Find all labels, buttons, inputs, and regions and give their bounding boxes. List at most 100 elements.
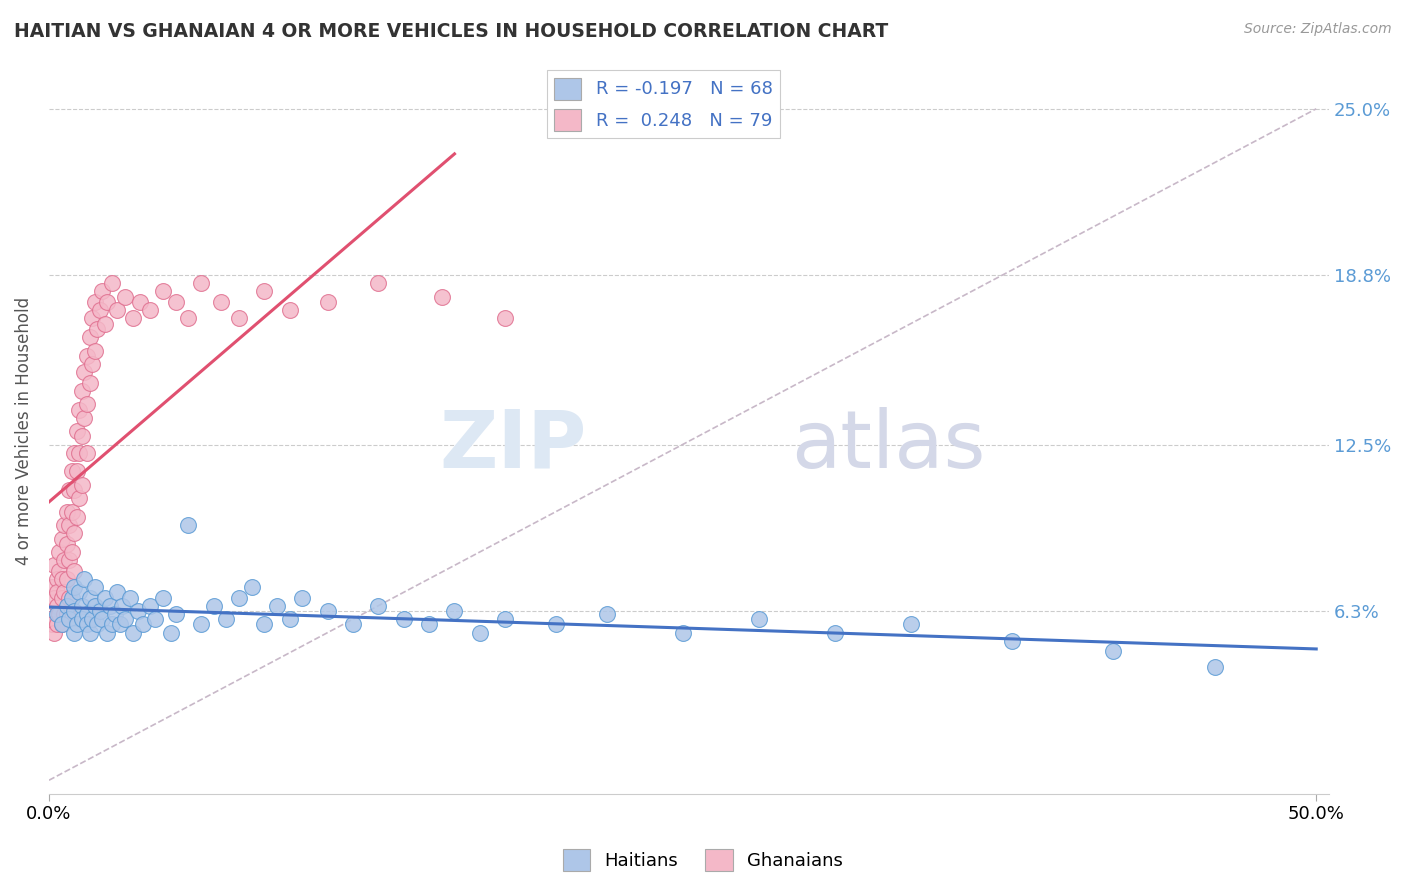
- Point: [70, 612, 93, 626]
- Point: [114, 612, 136, 626]
- Point: [96, 295, 118, 310]
- Point: [1102, 644, 1125, 658]
- Point: [228, 591, 250, 605]
- Point: [58, 553, 80, 567]
- Point: [60, 591, 83, 605]
- Point: [278, 303, 301, 318]
- Point: [443, 604, 465, 618]
- Point: [60, 464, 83, 478]
- Y-axis label: 4 or more Vehicles in Household: 4 or more Vehicles in Household: [15, 297, 32, 566]
- Point: [240, 580, 263, 594]
- Point: [215, 612, 238, 626]
- Point: [48, 564, 70, 578]
- Point: [291, 591, 314, 605]
- Point: [63, 625, 86, 640]
- Point: [671, 625, 693, 640]
- Point: [83, 295, 105, 310]
- Text: ZIP: ZIP: [439, 407, 586, 484]
- Point: [41, 580, 63, 594]
- Text: atlas: atlas: [792, 407, 986, 484]
- Point: [70, 429, 93, 443]
- Point: [253, 617, 276, 632]
- Point: [595, 607, 617, 621]
- Point: [63, 564, 86, 578]
- Point: [55, 572, 77, 586]
- Point: [83, 599, 105, 613]
- Point: [86, 322, 108, 336]
- Point: [1204, 660, 1226, 674]
- Point: [55, 537, 77, 551]
- Point: [80, 612, 103, 626]
- Point: [66, 617, 89, 632]
- Point: [41, 617, 63, 632]
- Point: [79, 591, 101, 605]
- Point: [51, 617, 73, 632]
- Point: [83, 580, 105, 594]
- Point: [76, 445, 98, 459]
- Point: [38, 612, 60, 626]
- Legend: R = -0.197   N = 68, R =  0.248   N = 79: R = -0.197 N = 68, R = 0.248 N = 79: [547, 70, 780, 138]
- Point: [392, 612, 415, 626]
- Point: [111, 599, 134, 613]
- Point: [108, 617, 131, 632]
- Point: [266, 599, 288, 613]
- Point: [101, 277, 124, 291]
- Point: [58, 591, 80, 605]
- Point: [494, 311, 516, 326]
- Point: [73, 572, 96, 586]
- Point: [55, 505, 77, 519]
- Point: [45, 607, 67, 621]
- Point: [63, 483, 86, 498]
- Point: [202, 599, 225, 613]
- Point: [73, 410, 96, 425]
- Point: [66, 510, 89, 524]
- Point: [86, 617, 108, 632]
- Point: [824, 625, 846, 640]
- Point: [278, 612, 301, 626]
- Point: [121, 311, 143, 326]
- Point: [177, 518, 200, 533]
- Point: [468, 625, 491, 640]
- Point: [132, 617, 155, 632]
- Point: [42, 625, 65, 640]
- Point: [51, 591, 73, 605]
- Point: [80, 357, 103, 371]
- Point: [120, 591, 142, 605]
- Point: [66, 424, 89, 438]
- Point: [101, 617, 124, 632]
- Point: [121, 625, 143, 640]
- Legend: Haitians, Ghanaians: Haitians, Ghanaians: [555, 842, 851, 879]
- Point: [67, 402, 90, 417]
- Point: [316, 295, 339, 310]
- Point: [139, 303, 162, 318]
- Point: [63, 580, 86, 594]
- Text: Source: ZipAtlas.com: Source: ZipAtlas.com: [1244, 22, 1392, 37]
- Point: [152, 591, 174, 605]
- Point: [190, 277, 212, 291]
- Point: [367, 277, 389, 291]
- Point: [45, 617, 67, 632]
- Point: [60, 505, 83, 519]
- Point: [67, 585, 90, 599]
- Point: [80, 311, 103, 326]
- Point: [127, 604, 149, 618]
- Point: [190, 617, 212, 632]
- Point: [209, 295, 232, 310]
- Point: [98, 599, 121, 613]
- Point: [48, 545, 70, 559]
- Point: [342, 617, 364, 632]
- Point: [316, 604, 339, 618]
- Point: [51, 572, 73, 586]
- Point: [60, 545, 83, 559]
- Point: [51, 532, 73, 546]
- Point: [152, 285, 174, 299]
- Point: [55, 607, 77, 621]
- Point: [96, 625, 118, 640]
- Point: [58, 518, 80, 533]
- Point: [159, 625, 181, 640]
- Point: [93, 591, 115, 605]
- Point: [53, 607, 76, 621]
- Point: [67, 491, 90, 506]
- Point: [53, 553, 76, 567]
- Point: [748, 612, 770, 626]
